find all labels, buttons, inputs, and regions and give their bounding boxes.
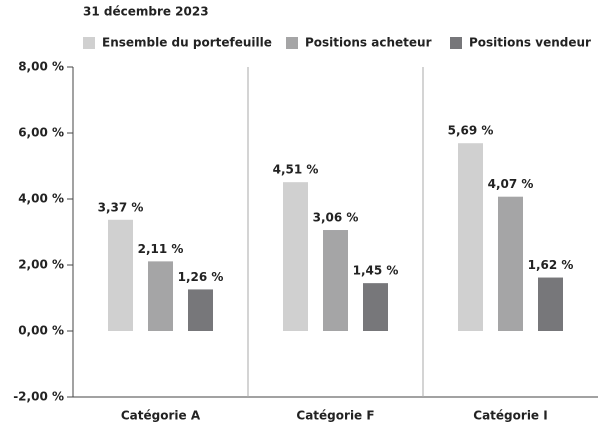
bar: [458, 143, 483, 331]
bar: [283, 182, 308, 331]
x-tick-label: Catégorie F: [296, 409, 374, 423]
x-tick-label: Catégorie I: [473, 409, 547, 423]
legend-label: Positions acheteur: [305, 36, 432, 50]
bar: [108, 219, 133, 331]
value-label: 1,26 %: [178, 270, 224, 284]
y-tick-label: -2,00 %: [13, 390, 64, 404]
value-label: 1,62 %: [528, 258, 574, 272]
bar: [323, 230, 348, 331]
legend-label: Positions vendeur: [469, 36, 591, 50]
y-tick-label: 4,00 %: [18, 192, 64, 206]
y-tick-label: 6,00 %: [18, 126, 64, 140]
y-tick-label: 2,00 %: [18, 258, 64, 272]
y-tick-label: 8,00 %: [18, 60, 64, 74]
value-label: 4,07 %: [488, 177, 534, 191]
value-label: 3,37 %: [98, 200, 144, 214]
value-label: 4,51 %: [273, 163, 319, 177]
bar: [363, 283, 388, 331]
legend-swatch: [83, 37, 95, 49]
chart-title: 31 décembre 2023: [83, 5, 209, 19]
value-label: 5,69 %: [448, 124, 494, 138]
bar: [188, 289, 213, 331]
legend-label: Ensemble du portefeuille: [102, 36, 272, 50]
bar: [538, 277, 563, 331]
legend-swatch: [286, 37, 298, 49]
y-tick-label: 0,00 %: [18, 324, 64, 338]
value-label: 3,06 %: [313, 211, 359, 225]
value-label: 2,11 %: [138, 242, 184, 256]
bar: [148, 261, 173, 331]
legend-swatch: [450, 37, 462, 49]
value-label: 1,45 %: [353, 264, 399, 278]
x-tick-label: Catégorie A: [121, 409, 201, 423]
bar: [498, 196, 523, 331]
